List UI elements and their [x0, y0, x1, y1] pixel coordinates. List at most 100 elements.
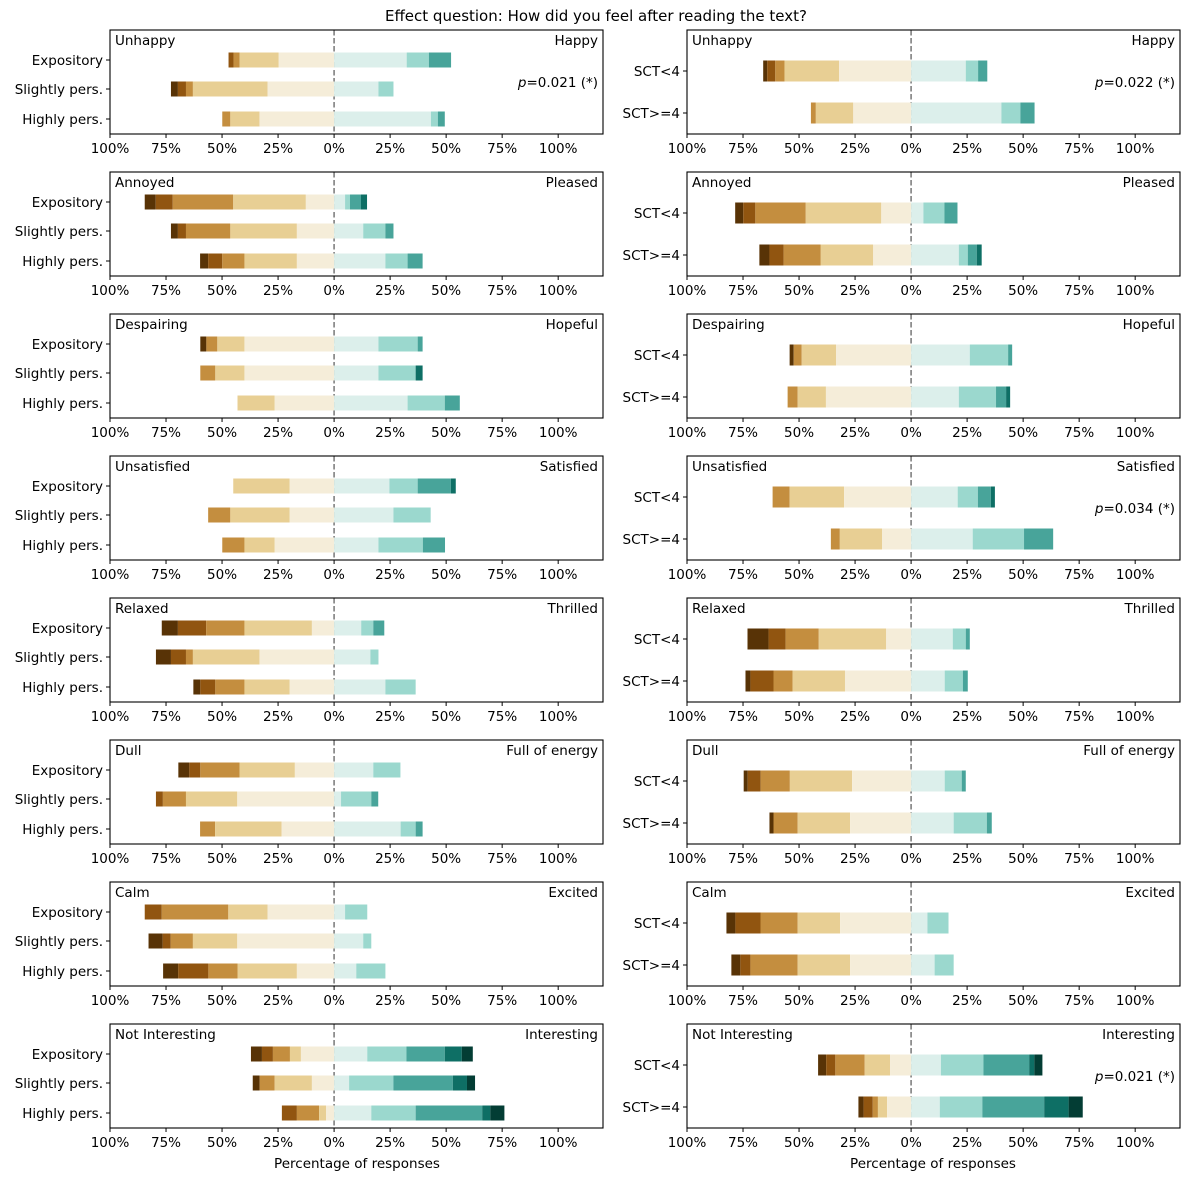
bar-segment-level-4	[797, 954, 851, 976]
x-tick-label: 50%	[431, 425, 461, 441]
x-tick-label: 25%	[952, 141, 982, 157]
bar-segment-level-4	[233, 478, 290, 494]
panel-frame	[109, 29, 604, 135]
y-tick-label: SCT>=4	[623, 390, 680, 406]
scale-right-label: Happy	[1131, 33, 1175, 49]
bar-segment-level-4	[274, 1075, 312, 1091]
y-tick-label: Expository	[32, 1047, 103, 1063]
bar-segment-level-3	[772, 486, 790, 508]
x-tick-label: 100%	[539, 993, 578, 1009]
bar-segment-level-5	[844, 670, 912, 692]
bar-segment-level-3	[206, 336, 218, 352]
likert-panel: Expository Slightly pers. Highly pers. Unsa…	[15, 455, 604, 583]
likert-panel: Expository Slightly pers. Highly pers. Unha…	[15, 29, 604, 157]
y-tick-label: Expository	[32, 621, 103, 637]
x-tick-label: 75%	[728, 993, 758, 1009]
bar-segment-level-9	[1044, 1096, 1069, 1118]
bar-segment-level-2	[747, 770, 761, 792]
y-tick-label: Slightly pers.	[15, 650, 103, 666]
bar-segment-level-5	[300, 1046, 335, 1062]
bar-segment-level-5	[305, 194, 335, 210]
x-tick-label: 100%	[668, 283, 707, 299]
x-tick-label: 50%	[207, 1135, 237, 1151]
y-tick-label: Expository	[32, 53, 103, 69]
bar-segment-level-1	[789, 344, 794, 366]
x-tick-label: 50%	[207, 851, 237, 867]
x-tick-label: 75%	[1064, 425, 1094, 441]
bar-segment-level-8	[371, 791, 379, 807]
bar-segment-level-6	[334, 537, 379, 553]
bar-segment-level-9	[976, 244, 982, 266]
scale-right-label: Interesting	[525, 1027, 598, 1043]
bar-segment-level-5	[296, 223, 335, 239]
p-value-annotation: p=0.022 (*)	[1094, 75, 1175, 91]
bar-segment-level-5	[278, 52, 335, 68]
x-tick-label: 25%	[263, 993, 293, 1009]
bar-segment-level-4	[805, 202, 882, 224]
bar-segment-level-10	[490, 1105, 505, 1121]
bar-segment-level-1	[163, 963, 179, 979]
x-tick-label: 0%	[900, 993, 922, 1009]
x-tick-label: 100%	[1116, 709, 1155, 725]
x-tick-label: 50%	[207, 425, 237, 441]
x-tick-label: 100%	[1116, 1135, 1155, 1151]
bar-segment-level-3	[172, 194, 234, 210]
x-tick-label: 75%	[151, 567, 181, 583]
y-tick-label: Highly pers.	[22, 1106, 103, 1122]
y-tick-label: Highly pers.	[22, 680, 103, 696]
panel-frame	[109, 1023, 604, 1129]
bar-segment-level-8	[965, 628, 970, 650]
y-tick-label: SCT>=4	[623, 816, 680, 832]
bar-segment-level-8	[415, 1105, 483, 1121]
x-tick-label: 25%	[952, 1135, 982, 1151]
bar-segment-level-3	[208, 963, 238, 979]
bar-segment-level-5	[281, 821, 335, 837]
likert-panel: SCT<4 SCT>=4 Unsatisfied Satisfied p=0.034 (…	[623, 455, 1181, 583]
panel-frame	[686, 313, 1181, 419]
bar-segment-level-1	[170, 223, 178, 239]
x-tick-label: 75%	[151, 141, 181, 157]
bar-segment-level-6	[911, 486, 958, 508]
x-tick-label: 50%	[1008, 851, 1038, 867]
y-tick-label: SCT<4	[634, 1058, 680, 1074]
panel-frame	[109, 597, 604, 703]
scale-right-label: Satisfied	[540, 459, 598, 475]
bar-segment-level-9	[444, 1046, 462, 1062]
likert-panel: SCT<4 SCT>=4 Relaxed Thrilled 100% 75% 50% 25% 0…	[623, 597, 1181, 725]
bar-segment-level-3	[810, 102, 816, 124]
bar-segment-level-6	[334, 821, 401, 837]
bar-segment-level-2	[228, 52, 234, 68]
scale-right-label: Hopeful	[1123, 317, 1175, 333]
bar-segment-level-8	[393, 1075, 453, 1091]
bar-segment-level-8	[977, 486, 991, 508]
bar-segment-level-5	[311, 620, 335, 636]
y-tick-label: Slightly pers.	[15, 792, 103, 808]
x-tick-label: 50%	[207, 567, 237, 583]
bar-segment-level-2	[178, 963, 209, 979]
y-tick-label: SCT<4	[634, 774, 680, 790]
bar-segment-level-4	[230, 111, 260, 127]
bar-segment-level-9	[450, 478, 456, 494]
bar-segment-level-7	[378, 365, 416, 381]
x-tick-label: 0%	[900, 283, 922, 299]
x-tick-label: 0%	[900, 709, 922, 725]
bar-segment-level-8	[437, 111, 445, 127]
bar-segment-level-5	[873, 244, 912, 266]
x-tick-label: 75%	[487, 1135, 517, 1151]
bar-segment-level-3	[755, 202, 806, 224]
bar-segment-level-4	[237, 395, 275, 411]
bar-segment-level-6	[911, 102, 1002, 124]
bar-segment-level-3	[162, 791, 186, 807]
x-tick-label: 25%	[375, 141, 405, 157]
bar-segment-level-8	[978, 60, 988, 82]
panel-frame	[686, 739, 1181, 845]
y-tick-label: Highly pers.	[22, 396, 103, 412]
x-tick-label: 25%	[840, 993, 870, 1009]
bar-segment-level-7	[927, 912, 949, 934]
bar-segment-level-1	[747, 628, 769, 650]
bar-segment-level-1	[155, 649, 171, 665]
bar-segment-level-5	[852, 770, 912, 792]
bar-segment-level-2	[155, 791, 163, 807]
x-tick-label: 50%	[1008, 283, 1038, 299]
